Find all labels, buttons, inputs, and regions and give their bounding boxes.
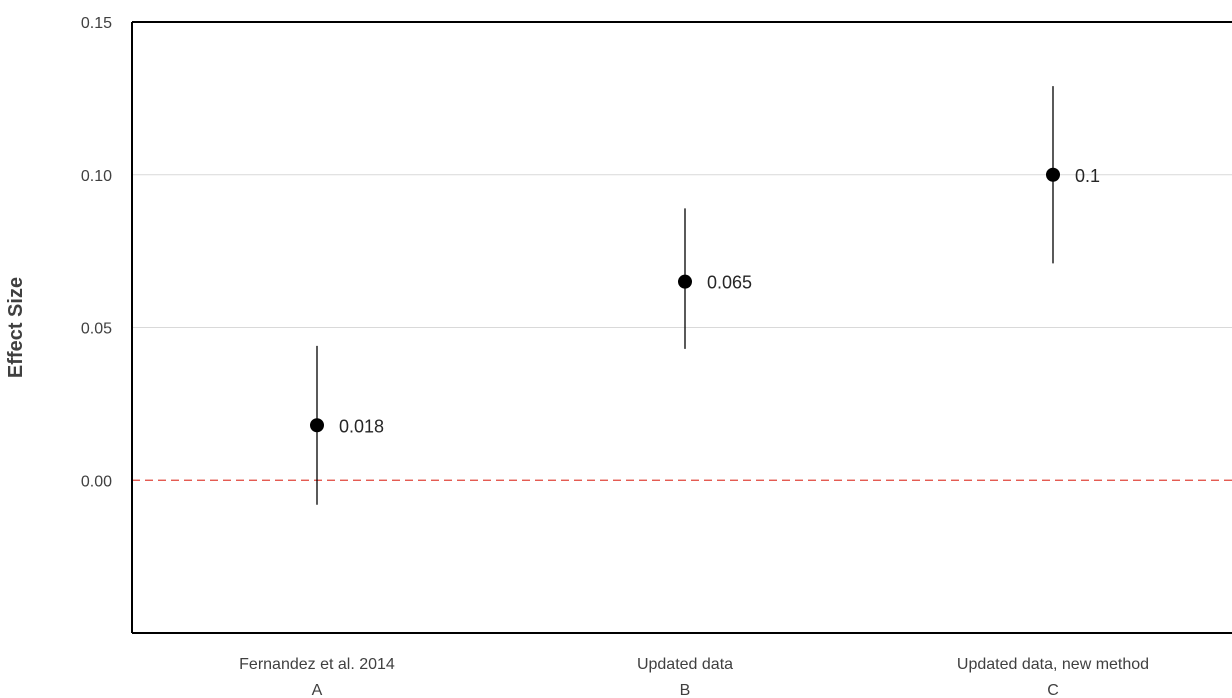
data-point xyxy=(310,418,324,433)
data-marks: 0.018 0.065 0.1 xyxy=(310,86,1100,505)
x-category-labels: Fernandez et al. 2014 A Updated data B Updat… xyxy=(239,656,1149,698)
data-label: 0.065 xyxy=(707,273,752,293)
y-tick-label: 0.15 xyxy=(81,15,112,32)
y-tick-label: 0.00 xyxy=(81,473,112,490)
axes xyxy=(131,21,1232,634)
data-label: 0.018 xyxy=(339,416,384,436)
x-category-letter: B xyxy=(680,682,691,698)
x-category-name: Updated data xyxy=(637,656,733,673)
x-category-letter: C xyxy=(1047,682,1059,698)
data-point xyxy=(678,274,692,289)
x-category-name: Updated data, new method xyxy=(957,656,1149,673)
data-point xyxy=(1046,167,1060,182)
y-tick-label: 0.05 xyxy=(81,321,112,338)
y-tick-label: 0.10 xyxy=(81,168,112,185)
y-tick-labels: 0.00 0.05 0.10 0.15 xyxy=(81,15,112,490)
grid-lines xyxy=(132,174,1232,328)
data-label: 0.1 xyxy=(1075,166,1100,186)
x-category-letter: A xyxy=(312,682,323,698)
x-category-name: Fernandez et al. 2014 xyxy=(239,656,395,673)
y-axis-title: Effect Size xyxy=(5,277,27,378)
